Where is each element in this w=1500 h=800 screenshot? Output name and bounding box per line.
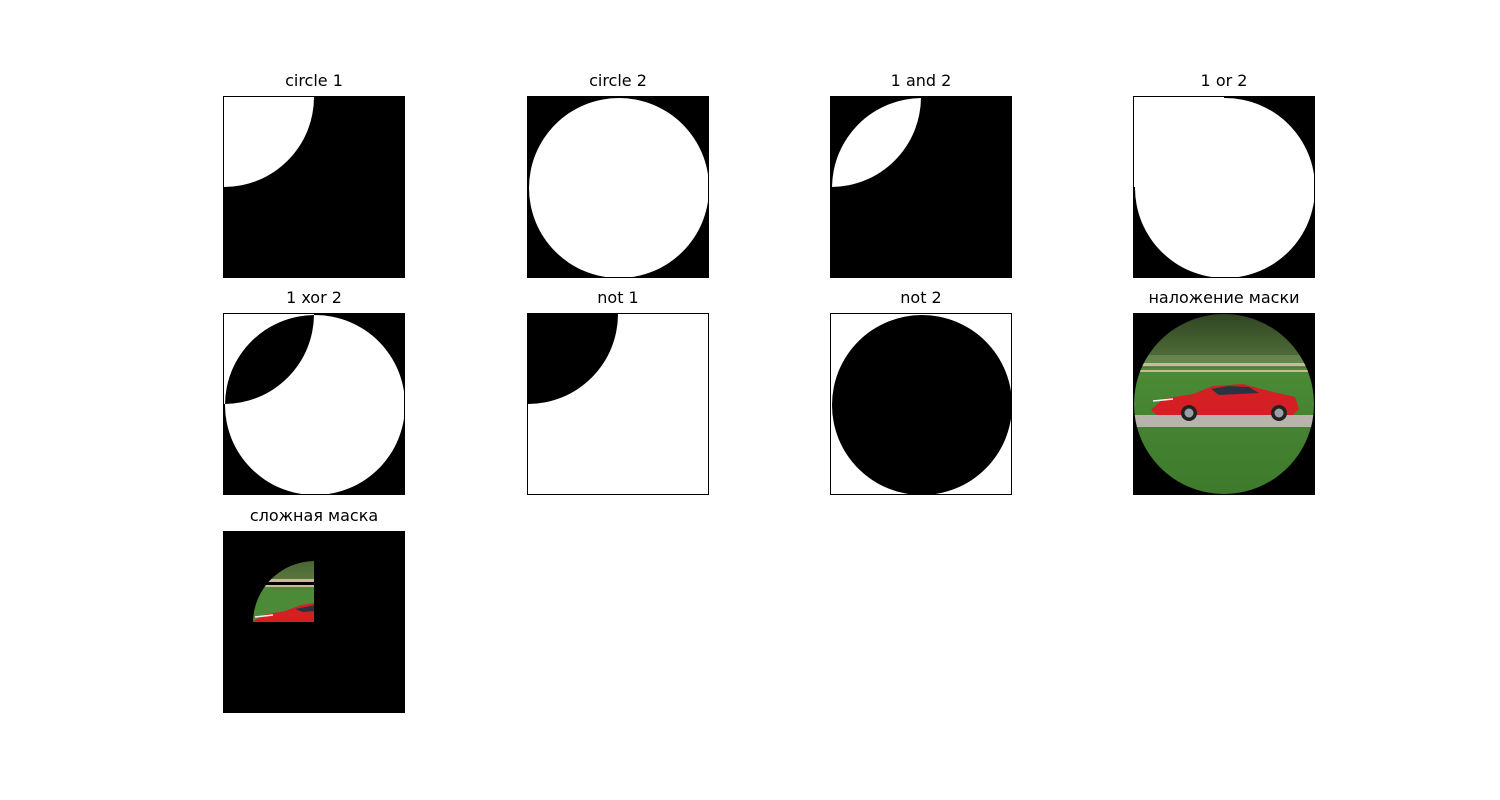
- not-1-shape: [528, 314, 618, 404]
- circle-2-shape: [529, 98, 708, 277]
- xor-cutout: [225, 315, 314, 404]
- mask-image: [223, 96, 405, 278]
- panel-title: 1 and 2: [890, 71, 952, 90]
- mask-image: [527, 96, 709, 278]
- panel-title: not 2: [900, 288, 942, 307]
- panel-title: наложение маски: [1148, 288, 1300, 307]
- mask-image: [527, 313, 709, 495]
- intersection-shape: [832, 98, 921, 187]
- masked-photo: [223, 531, 405, 713]
- circle-1-shape: [224, 97, 314, 187]
- panel-title: circle 1: [285, 71, 343, 90]
- panel-title: 1 xor 2: [286, 288, 342, 307]
- masked-photo: [1133, 313, 1315, 495]
- not-2-shape: [832, 315, 1011, 494]
- panel-title: сложная маска: [249, 506, 379, 525]
- panel-title: not 1: [597, 288, 639, 307]
- union-shape: [1135, 98, 1314, 277]
- panel-title: circle 2: [589, 71, 647, 90]
- mask-image: [1133, 96, 1315, 278]
- mask-image: [830, 313, 1012, 495]
- mask-image: [223, 313, 405, 495]
- mask-image: [830, 96, 1012, 278]
- panel-title: 1 or 2: [1200, 71, 1248, 90]
